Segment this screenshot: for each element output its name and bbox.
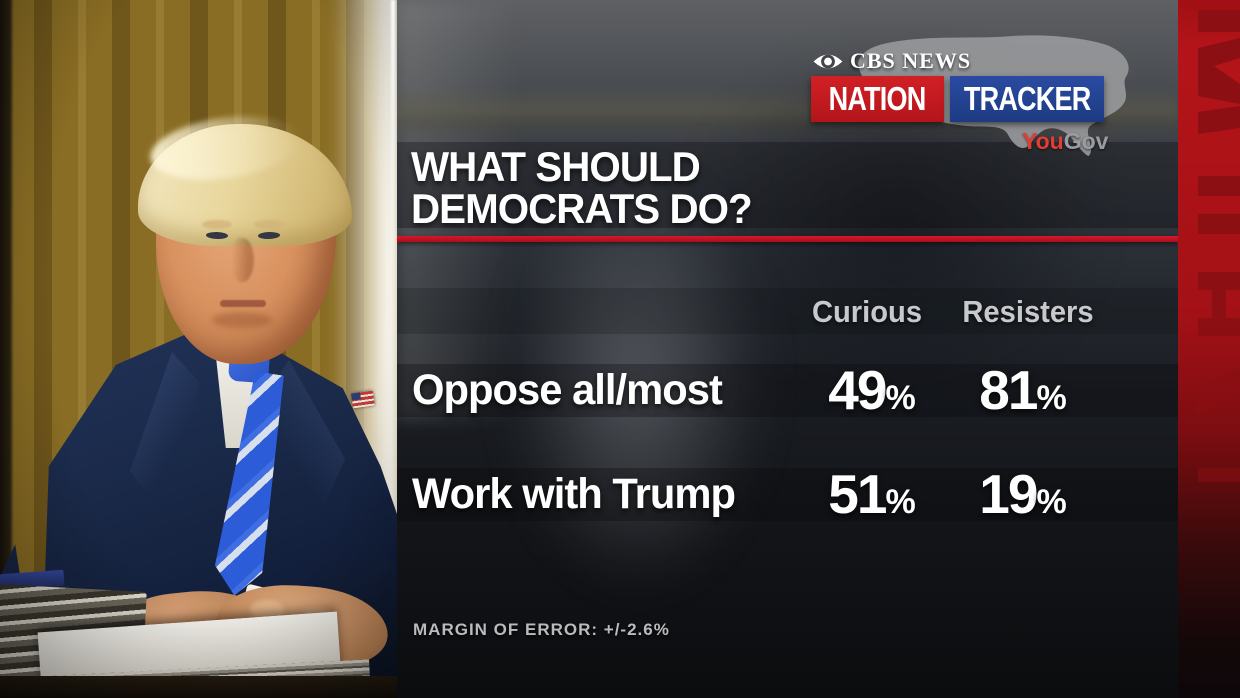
poll-panel: CBS NEWS NATION TRACKER YouGov WHAT SHOU… bbox=[397, 0, 1178, 698]
percent-sign: % bbox=[1036, 379, 1067, 417]
margin-of-error: MARGIN OF ERROR: +/-2.6% bbox=[413, 620, 670, 639]
nation-tracker-banner: NATION TRACKER bbox=[811, 76, 1104, 122]
percent-sign: % bbox=[885, 483, 916, 521]
value-oppose-curious: 49% bbox=[828, 359, 916, 421]
percent-sign: % bbox=[1036, 483, 1067, 521]
red-edge-graphic bbox=[1178, 0, 1240, 698]
cbs-eye-icon bbox=[813, 54, 843, 68]
column-header-curious: Curious bbox=[811, 294, 923, 329]
title-line1: WHAT SHOULD bbox=[411, 143, 701, 190]
column-header-resisters: Resisters bbox=[962, 294, 1094, 329]
nation-box: NATION bbox=[811, 76, 944, 122]
value-work-curious: 51% bbox=[828, 463, 916, 525]
network-name: CBS NEWS bbox=[850, 48, 972, 73]
value-oppose-resisters: 81% bbox=[979, 359, 1067, 421]
yougov-logo: YouGov bbox=[1022, 128, 1109, 154]
title-line2: DEMOCRATS DO? bbox=[411, 185, 753, 232]
value-work-resisters: 19% bbox=[979, 463, 1067, 525]
door-frame bbox=[0, 0, 14, 698]
row-label-work: Work with Trump bbox=[412, 470, 736, 518]
title-underline bbox=[397, 236, 1178, 242]
cbs-news-logo: CBS NEWS bbox=[813, 48, 971, 74]
tracker-box: TRACKER bbox=[950, 76, 1104, 122]
trump-oval-office-photo bbox=[0, 0, 397, 698]
row-label-oppose: Oppose all/most bbox=[412, 366, 723, 414]
page-title: WHAT SHOULD DEMOCRATS DO? bbox=[411, 143, 753, 232]
percent-sign: % bbox=[885, 379, 916, 417]
desk bbox=[0, 676, 397, 698]
